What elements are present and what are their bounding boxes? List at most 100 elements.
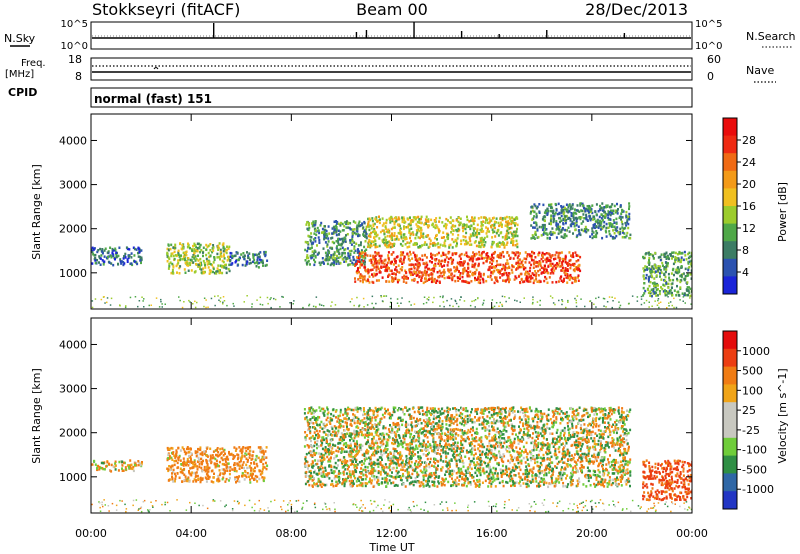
colorbar-tick-label: -100 [742, 444, 767, 457]
colorbar-tick-label: 24 [742, 156, 756, 169]
noise-tick-right-top: 10^5 [695, 19, 722, 30]
velocity-plot: 4000 3000 2000 1000 Slant Range [km] [30, 317, 693, 514]
x-tick-label: 20:00 [576, 527, 608, 540]
freq-tick-bottom: 8 [75, 70, 82, 83]
x-tick-label: 16:00 [476, 527, 508, 540]
colorbar-tick-label: 100 [742, 384, 763, 397]
noise-tick-left-bottom: 10^0 [61, 41, 88, 52]
colorbar-tick-label: 20 [742, 178, 756, 191]
region-1 [166, 242, 231, 275]
x-tick-label: 00:00 [75, 527, 107, 540]
colorbar-swatch [723, 153, 737, 172]
colorbar-tick-label: 12 [742, 222, 756, 235]
date-title: 28/Dec/2013 [585, 0, 688, 19]
nave-label: Nave [746, 64, 774, 77]
x-axis-label: Time UT [368, 541, 414, 554]
velocity-y-ticks: 4000 3000 2000 1000 [59, 338, 692, 484]
beam-title: Beam 00 [356, 0, 428, 19]
region-3 [304, 220, 368, 267]
colorbar-swatch [723, 348, 737, 368]
region-5 [366, 215, 519, 249]
colorbar-swatch [723, 366, 737, 385]
frequency-panel: Freq. [MHz] 18 8 60 0 Nave CPID [5, 53, 776, 99]
power-plot: 4000 3000 2000 1000 Slant Range [km] [30, 113, 693, 310]
colorbar-tick-label: -1000 [742, 483, 774, 496]
region-1 [166, 446, 269, 484]
ground-scatter [91, 295, 692, 309]
y-tick-label: 2000 [59, 223, 87, 236]
cpid-label: CPID [8, 86, 37, 99]
colorbar-tick-label: 1000 [742, 345, 770, 358]
colorbar-swatch [723, 402, 737, 421]
station-title: Stokkseyri (fitACF) [92, 0, 240, 19]
colorbar-swatch [723, 437, 737, 457]
nave-tick-top: 60 [707, 53, 721, 66]
velocity-colorbar: 1000 500 100 25 -25 -100 -500 -1000 [722, 330, 774, 510]
colorbar-swatch [723, 170, 737, 189]
y-tick-label: 2000 [59, 427, 87, 440]
colorbar-swatch [723, 135, 737, 154]
y-tick-label: 4000 [59, 134, 87, 147]
colorbar-swatch [723, 118, 737, 137]
velocity-y-label: Slant Range [km] [30, 368, 43, 464]
y-tick-label: 4000 [59, 338, 87, 351]
noise-right-label: N.Search [746, 30, 796, 43]
colorbar-swatch [723, 384, 737, 403]
x-tick-label: 12:00 [376, 527, 408, 540]
time-axis: 00:00 04:00 08:00 12:00 16:00 20:00 00:00 [75, 114, 708, 540]
region-7 [642, 250, 692, 298]
colorbar-swatch [723, 206, 737, 225]
power-colorbar-label: Power [dB] [776, 182, 789, 242]
colorbar-swatch [723, 258, 737, 277]
region-0 [91, 246, 143, 267]
colorbar-swatch [723, 223, 737, 242]
region-0 [91, 459, 143, 473]
region-2 [229, 250, 269, 269]
noise-panel: N.Sky 10^5 10^0 10^5 10^0 N.Search [4, 19, 796, 52]
colorbar-swatch [723, 491, 737, 510]
velocity-colorbar-label: Velocity [m s^-1] [776, 368, 789, 463]
cpid-mode-text: normal (fast) 151 [94, 92, 212, 106]
y-tick-label: 3000 [59, 179, 87, 192]
colorbar-swatch [723, 331, 737, 350]
colorbar-tick-label: 16 [742, 200, 756, 213]
noise-spikes [213, 22, 626, 38]
colorbar-tick-label: 4 [742, 266, 749, 279]
power-data [91, 202, 692, 309]
y-tick-label: 1000 [59, 471, 87, 484]
freq-label-1: Freq. [21, 58, 46, 69]
noise-tick-left-top: 10^5 [61, 19, 88, 30]
nave-tick-bottom: 0 [707, 70, 714, 83]
colorbar-swatch [723, 241, 737, 260]
colorbar-tick-label: 500 [742, 365, 763, 378]
colorbar-swatch [723, 473, 737, 492]
colorbar-tick-label: 8 [742, 244, 749, 257]
power-colorbar: 28 24 20 16 12 8 4 [722, 117, 756, 295]
noise-left-label: N.Sky [4, 32, 36, 45]
power-y-label: Slant Range [km] [30, 164, 43, 260]
ground-scatter [91, 499, 692, 513]
x-tick-label: 08:00 [275, 527, 307, 540]
y-tick-label: 3000 [59, 383, 87, 396]
freq-label-2: [MHz] [5, 69, 34, 80]
power-y-ticks: 4000 3000 2000 1000 [59, 134, 692, 280]
region-6 [529, 202, 632, 240]
y-tick-label: 1000 [59, 267, 87, 280]
x-tick-label: 04:00 [175, 527, 207, 540]
colorbar-tick-label: -25 [742, 424, 760, 437]
region-2 [303, 406, 632, 489]
freq-tick-top: 18 [68, 53, 82, 66]
region-3 [642, 459, 692, 502]
cpid-panel: normal (fast) 151 [90, 87, 693, 108]
colorbar-swatch [723, 188, 737, 207]
colorbar-swatch [723, 420, 737, 439]
colorbar-tick-label: 25 [742, 404, 756, 417]
colorbar-swatch [723, 276, 737, 295]
noise-tick-right-bottom: 10^0 [695, 41, 722, 52]
colorbar-tick-label: -500 [742, 463, 767, 476]
region-4 [354, 250, 582, 285]
colorbar-swatch [723, 455, 737, 474]
velocity-data [91, 406, 692, 513]
x-tick-label: 00:00 [676, 527, 708, 540]
